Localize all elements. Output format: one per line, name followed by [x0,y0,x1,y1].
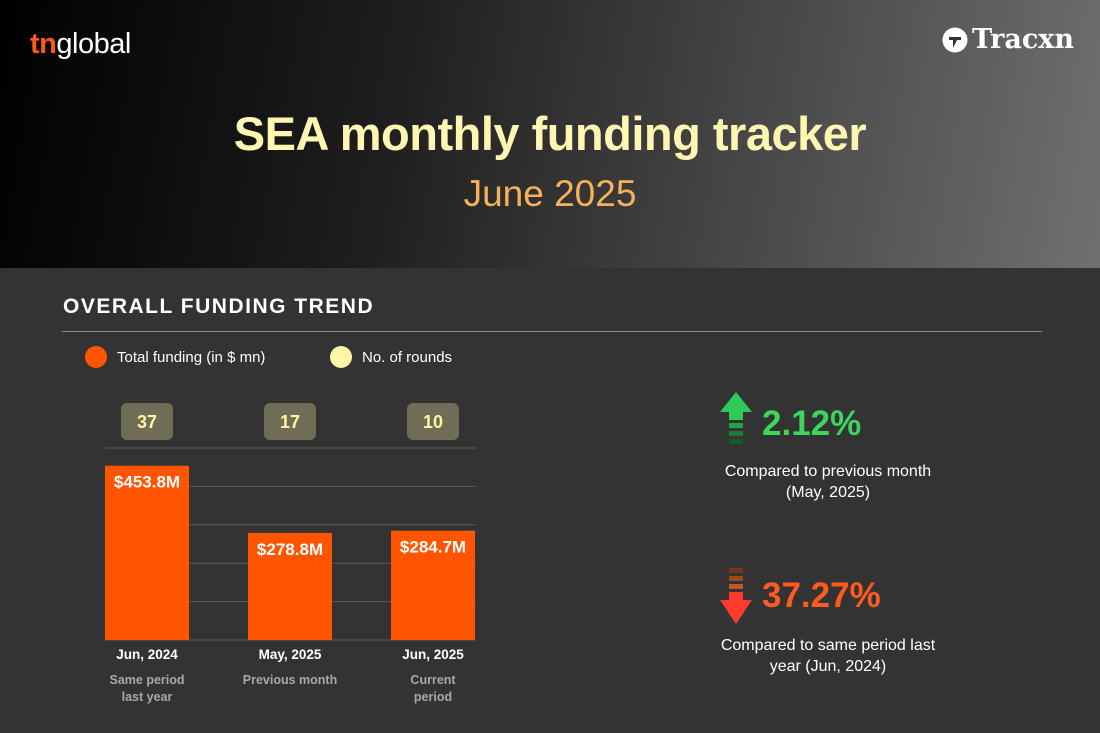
legend-swatch [85,346,107,368]
category-note: Current period [410,673,456,704]
stat-text: Compared to previous month (May, 2025) [724,463,932,501]
legend-label: No. of rounds [362,348,453,366]
bar [391,530,475,640]
rounds-label: 10 [423,412,443,432]
legend-swatch [330,346,352,368]
title: SEA monthly funding tracker [233,107,867,160]
tracxn-name: Tracxn [972,24,1075,55]
bar [248,532,332,640]
legend-item: No. of rounds [330,346,452,368]
section-rule [62,331,1042,332]
stat-text: Compared to same period last year (Jun, … [720,637,936,675]
tracxn-icon [942,27,968,52]
logo-prefix: tn [30,28,57,60]
bar [105,465,189,640]
rounds-badge [407,403,459,440]
up-arrow [720,392,752,444]
section-title: OVERALL FUNDING TREND [63,295,375,318]
x-tick-label: Jun, 2024 [116,647,178,662]
chart: $453.8M 37 $278.8M 17 $284.7M 10 [105,403,476,641]
rounds-badge [264,403,316,440]
rounds-label: 37 [137,412,157,432]
value-label: $278.8M [257,540,323,559]
value-label: $453.8M [114,473,180,492]
stat-change: 2.12% [762,404,862,443]
value-label: $284.7M [400,538,466,557]
category-note: Same period last year [109,673,185,704]
tnglobal-logo: tnglobal [30,28,131,61]
x-tick-label: May, 2025 [258,647,322,662]
tracxn-logo: Tracxn [942,24,1074,55]
header-band [0,0,1100,268]
stat-change: 37.27% [762,576,881,615]
legend-label: Total funding (in $ mn) [117,348,266,366]
subtitle: June 2025 [463,173,637,214]
x-tick-label: Jun, 2025 [402,647,464,662]
rounds-badge [121,403,173,440]
down-arrow [720,568,752,624]
logo-suffix: global [56,28,131,60]
rounds-label: 17 [280,412,300,432]
category-note: Previous month [242,673,338,687]
legend-item: Total funding (in $ mn) [85,346,265,368]
